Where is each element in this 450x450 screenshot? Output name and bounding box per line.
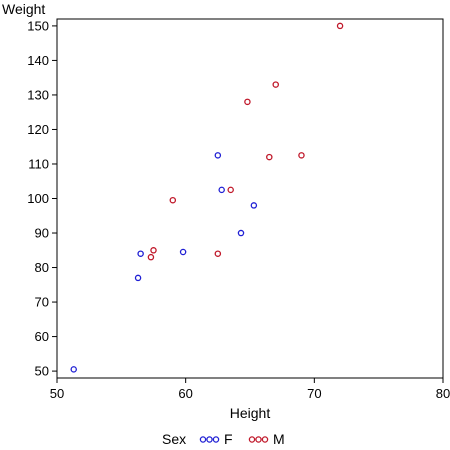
legend-title: Sex [162,431,186,447]
legend-marker [212,436,220,443]
legend-marker [206,436,213,443]
x-tick-label: 80 [436,386,450,401]
legend-marker [248,436,256,443]
x-axis: 50 60 70 80 [50,378,450,401]
data-point [214,152,222,159]
data-point [237,229,245,237]
y-axis-title: Weight [2,1,45,17]
legend-label: F [224,431,233,447]
y-tick-label: 130 [27,87,49,102]
data-point [169,196,177,204]
data-point [272,81,279,88]
legend-marker [261,436,269,443]
y-tick-label: 150 [27,18,49,33]
legend-entry: F [199,431,233,447]
data-point [336,22,344,30]
data-point [137,250,144,257]
legend: Sex F M [162,431,285,447]
data-point [134,274,142,282]
y-tick-label: 140 [27,53,49,68]
series-M [147,22,344,261]
y-tick-label: 60 [35,329,49,344]
data-point [70,366,77,373]
legend-marker [199,436,207,443]
y-tick-label: 70 [35,295,49,310]
data-point [298,152,305,159]
y-tick-label: 50 [35,364,49,379]
y-tick-label: 120 [27,122,49,137]
data-point [218,186,225,194]
legend-label: M [273,431,285,447]
legend-entry: M [248,431,285,447]
y-tick-label: 80 [35,260,49,275]
data-point [147,253,155,261]
y-tick-label: 100 [27,191,49,206]
x-axis-title: Height [230,405,271,421]
x-tick-label: 60 [178,386,192,401]
data-point [179,248,187,256]
y-tick-label: 90 [35,226,49,241]
x-tick-label: 70 [307,386,321,401]
data-point [244,98,251,106]
data-point [214,250,222,257]
data-point [227,186,234,194]
x-tick-label: 50 [50,386,64,401]
y-tick-label: 110 [28,156,49,171]
data-points [70,22,344,373]
y-axis: 50 60 70 80 90 100 110 120 130 140 150 [27,18,57,379]
data-point [266,153,273,161]
data-point [250,202,258,209]
plot-frame [56,18,444,379]
series-F [70,152,258,373]
data-point [150,247,157,254]
legend-marker [255,436,262,443]
